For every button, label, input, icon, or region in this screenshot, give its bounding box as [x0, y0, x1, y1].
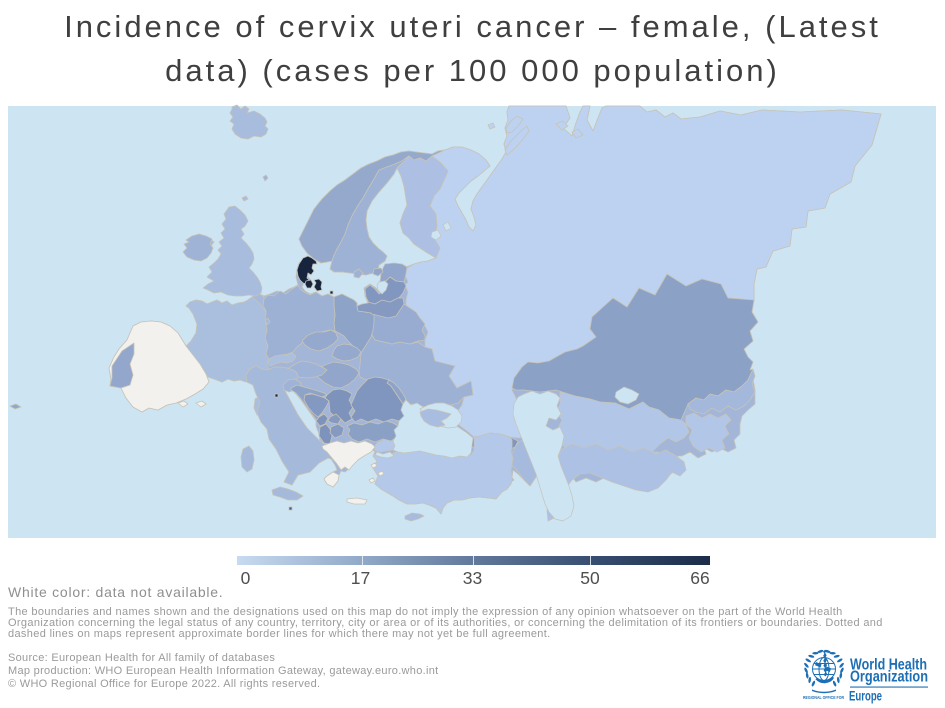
- svg-text:Europe: Europe: [849, 689, 882, 704]
- svg-text:REGIONAL OFFICE FOR: REGIONAL OFFICE FOR: [803, 695, 844, 701]
- svg-text:World Health: World Health: [850, 657, 927, 674]
- svg-text:Organization: Organization: [850, 669, 928, 686]
